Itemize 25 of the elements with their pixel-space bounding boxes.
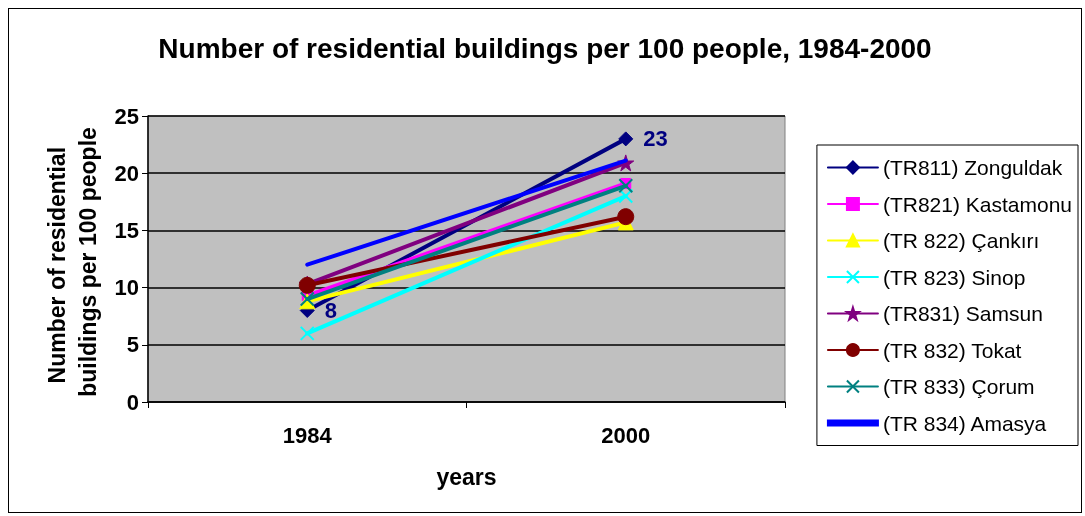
x-tick-label: 1984 bbox=[282, 422, 333, 448]
legend-label: (TR 833) Çorum bbox=[882, 375, 1035, 398]
y-tick-label: 5 bbox=[126, 332, 139, 358]
y-tick-label: 0 bbox=[126, 389, 139, 415]
y-tick-label: 20 bbox=[114, 160, 139, 186]
point bbox=[618, 131, 634, 147]
y-axis-title: Number of residential buildings per 100 people bbox=[43, 127, 101, 397]
chart-title: Number of residential buildings per 100 people, 1984-2000 bbox=[158, 32, 932, 64]
legend-label: (TR811) Zonguldak bbox=[882, 156, 1063, 179]
y-tick-label: 10 bbox=[114, 275, 139, 301]
x-tick-label: 2000 bbox=[601, 422, 651, 448]
legend-label: (TR831) Samsun bbox=[882, 302, 1043, 325]
legend-label: (TR 823) Sinop bbox=[882, 265, 1026, 289]
legend-label: (TR 834) Amasya bbox=[882, 411, 1047, 435]
point bbox=[618, 178, 634, 194]
legend-label: (TR 832) Tokat bbox=[882, 338, 1022, 362]
legend-label: (TR 822) Çankırı bbox=[882, 229, 1040, 252]
point bbox=[618, 188, 634, 204]
x-axis-title: years bbox=[436, 463, 497, 490]
data-label: 23 bbox=[643, 126, 668, 152]
y-tick-label: 15 bbox=[114, 217, 139, 243]
point bbox=[299, 325, 315, 341]
y-tick-label: 25 bbox=[114, 103, 139, 129]
data-label: 8 bbox=[324, 297, 337, 323]
legend-label: (TR821) Kastamonu bbox=[882, 192, 1073, 216]
